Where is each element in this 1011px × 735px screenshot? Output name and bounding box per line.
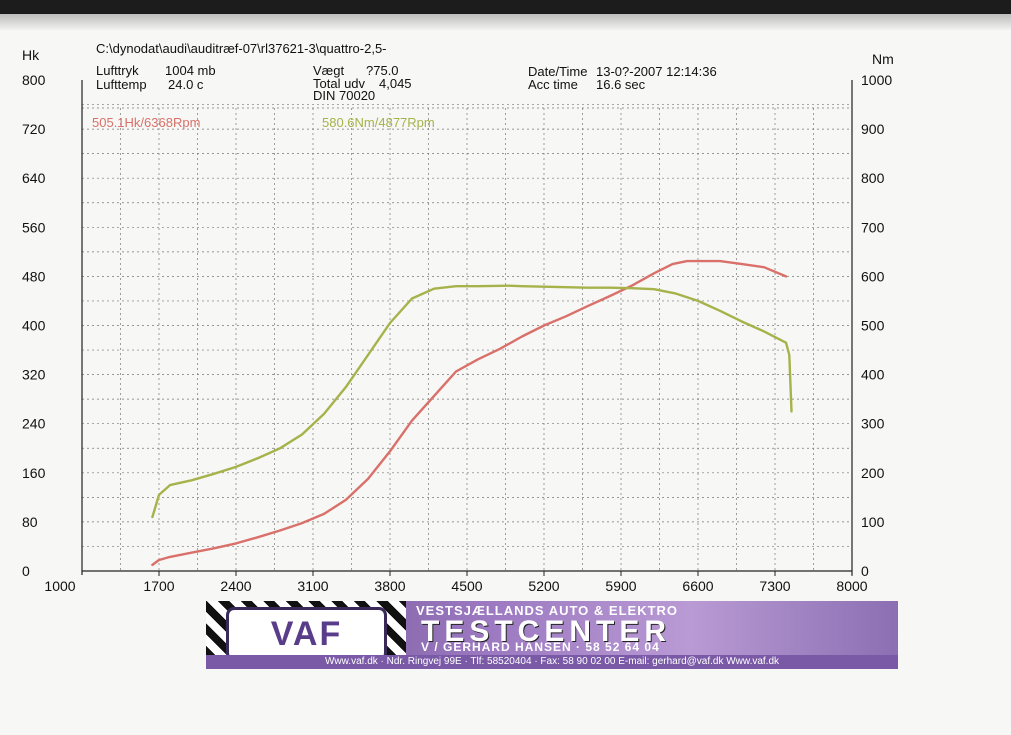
y-right-tick-label: 200 xyxy=(861,465,885,481)
y-right-tick-label: 700 xyxy=(861,219,885,235)
weight-label: Vægt xyxy=(313,63,345,78)
ratio-label: Total udv xyxy=(313,76,366,91)
vaf-banner: VAF VESTSJÆLLANDS AUTO & ELEKTRO TESTCEN… xyxy=(206,601,898,669)
scan-top-shadow xyxy=(0,14,1011,30)
y-left-tick-label: 480 xyxy=(22,268,46,284)
acc-time-value: 16.6 sec xyxy=(596,77,646,92)
chart-grid xyxy=(82,104,852,571)
standard-label: DIN 70020 xyxy=(313,88,376,103)
y-left-tick-label: 0 xyxy=(22,563,30,579)
pressure-label: Lufttryk xyxy=(96,63,139,78)
datetime-value: 13-0?-2007 12:14:36 xyxy=(596,64,717,79)
y-left-tick-label: 640 xyxy=(22,170,46,186)
temp-label: Lufttemp xyxy=(96,77,147,92)
series-line-nm xyxy=(151,284,793,519)
acc-time-label: Acc time xyxy=(528,77,578,92)
x-tick-label: 3800 xyxy=(374,578,405,594)
x-tick-label: 5200 xyxy=(528,578,559,594)
x-tick-label: 5900 xyxy=(605,578,636,594)
vaf-logo: VAF xyxy=(226,607,387,661)
y-left-tick-label: 160 xyxy=(22,465,46,481)
file-path: C:\dynodat\audi\auditræf-07\rl37621-3\qu… xyxy=(96,41,387,56)
y-right-tick-label: 1000 xyxy=(861,72,892,88)
x-tick-label: 1000 xyxy=(44,578,75,594)
y-right-tick-label: 0 xyxy=(861,563,869,579)
x-tick-label: 6600 xyxy=(682,578,713,594)
banner-title: TESTCENTER xyxy=(421,615,672,648)
y-right-tick-label: 300 xyxy=(861,416,885,432)
ratio-value: 4,045 xyxy=(379,76,412,91)
weight-value: ?75.0 xyxy=(366,63,399,78)
y-left-tick-label: 720 xyxy=(22,121,46,137)
y-left-tick-label: 80 xyxy=(22,514,38,530)
y-right-tick-label: 600 xyxy=(861,268,885,284)
x-tick-label: 3100 xyxy=(297,578,328,594)
x-tick-label: 8000 xyxy=(836,578,867,594)
x-tick-label: 2400 xyxy=(220,578,251,594)
vaf-logo-text: VAF xyxy=(270,614,343,653)
peak-torque-label: 580.6Nm/4877Rpm xyxy=(322,115,435,130)
y-right-tick-label: 900 xyxy=(861,121,885,137)
y-left-tick-label: 320 xyxy=(22,367,46,383)
x-tick-label: 7300 xyxy=(759,578,790,594)
series-line-hk xyxy=(151,259,788,567)
y-right-tick-label: 400 xyxy=(861,367,885,383)
peak-power-label: 505.1Hk/6368Rpm xyxy=(92,115,201,130)
temp-value: 24.0 c xyxy=(168,77,204,92)
chart-ticks: 1000 1700 2400 3100 3800 4500 5200 5900 6600 7300… xyxy=(22,72,892,594)
y-left-tick-label: 560 xyxy=(22,219,46,235)
x-tick-label: 1700 xyxy=(143,578,174,594)
y-left-tick-label: 400 xyxy=(22,318,46,334)
y-right-tick-label: 100 xyxy=(861,514,885,530)
y-right-axis-title: Nm xyxy=(872,51,894,67)
x-tick-label: 4500 xyxy=(451,578,482,594)
pressure-value: 1004 mb xyxy=(165,63,216,78)
chart-lines xyxy=(151,259,793,567)
banner-company: VESTSJÆLLANDS AUTO & ELEKTRO xyxy=(416,603,679,618)
scan-top-band xyxy=(0,0,1011,14)
y-left-tick-label: 240 xyxy=(22,416,46,432)
datetime-label: Date/Time xyxy=(528,64,588,79)
banner-owner: V / GERHARD HANSEN · 58 52 64 04 xyxy=(421,640,660,654)
banner-contact: Www.vaf.dk · Ndr. Ringvej 99E · Tlf: 585… xyxy=(206,655,898,669)
y-left-tick-label: 800 xyxy=(22,72,46,88)
y-right-tick-label: 800 xyxy=(861,170,885,186)
y-left-axis-title: Hk xyxy=(22,47,40,63)
y-right-tick-label: 500 xyxy=(861,318,885,334)
